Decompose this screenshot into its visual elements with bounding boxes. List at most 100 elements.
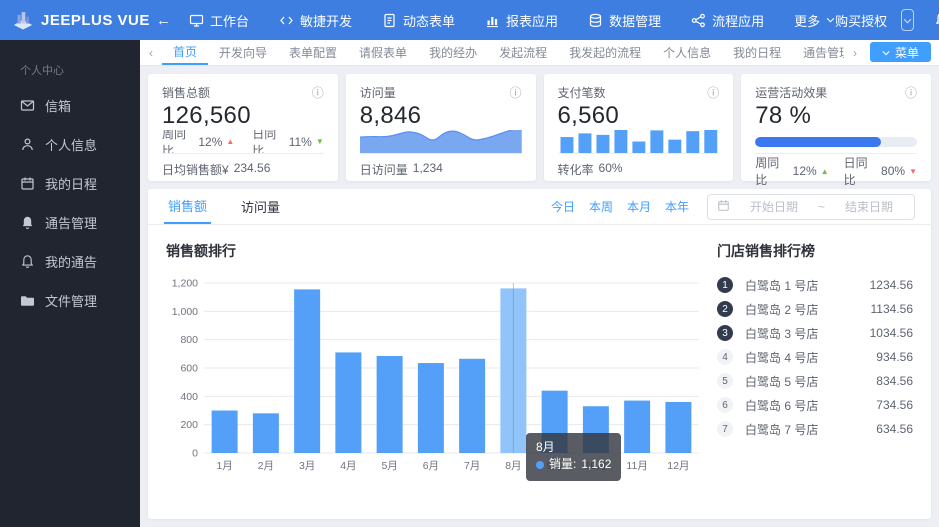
nav-item-label: 报表应用 (506, 11, 558, 30)
svg-text:9月: 9月 (546, 460, 562, 472)
rank-row: 1 白鹭岛 1 号店 1234.56 (717, 273, 913, 297)
store-name: 白鹭岛 7 号店 (745, 421, 818, 438)
day-trend: 日同比 11% ▼ (252, 130, 323, 153)
info-icon[interactable]: ⓘ (905, 84, 917, 101)
card-payments: 支付笔数 ⓘ 6,560 转化率 60% (544, 74, 734, 181)
nav-item-agile-dev[interactable]: 敏捷开发 (279, 11, 352, 30)
user-icon (20, 137, 35, 152)
tab-profile[interactable]: 个人信息 (652, 40, 722, 65)
link-today[interactable]: 今日 (551, 198, 575, 215)
sidebar-item-profile[interactable]: 个人信息 (0, 125, 140, 164)
tab-start-process[interactable]: 发起流程 (488, 40, 558, 65)
brand-title: JEEPLUS VUE (41, 12, 150, 29)
end-date-placeholder: 结束日期 (833, 198, 905, 215)
tab-schedule[interactable]: 我的日程 (722, 40, 792, 65)
tab-notice-management[interactable]: 通告管理 (792, 40, 844, 65)
info-icon[interactable]: ⓘ (509, 84, 521, 101)
sidebar-item-my-notices[interactable]: 我的通告 (0, 242, 140, 281)
nav-item-dynamic-form[interactable]: 动态表单 (382, 11, 455, 30)
tab-leave-form[interactable]: 请假表单 (348, 40, 418, 65)
store-name: 白鹭岛 5 号店 (745, 373, 818, 390)
rank-badge: 3 (717, 325, 733, 341)
svg-text:1月: 1月 (216, 460, 232, 472)
start-date-placeholder: 开始日期 (738, 198, 810, 215)
tab-my-processes[interactable]: 我发起的流程 (558, 40, 652, 65)
store-name: 白鹭岛 2 号店 (745, 301, 818, 318)
link-this-month[interactable]: 本月 (627, 198, 651, 215)
tab-dev-wizard[interactable]: 开发向导 (208, 40, 278, 65)
week-trend: 周同比 12% ▲ (755, 161, 828, 181)
link-this-year[interactable]: 本年 (665, 198, 689, 215)
menu-button[interactable]: 菜单 (870, 42, 931, 62)
rank-badge: 1 (717, 277, 733, 293)
notifications-button[interactable]: 1 (934, 11, 939, 30)
tab-my-tasks[interactable]: 我的经办 (418, 40, 488, 65)
nav-item-more[interactable]: 更多 (794, 11, 835, 30)
chart-title: 销售额排行 (166, 241, 705, 261)
nav-item-process-app[interactable]: 流程应用 (691, 11, 764, 30)
form-icon (382, 13, 397, 28)
report-icon (485, 13, 500, 28)
rank-badge: 7 (717, 421, 733, 437)
rank-badge: 4 (717, 349, 733, 365)
sidebar-item-schedule[interactable]: 我的日程 (0, 164, 140, 203)
tab-form-config[interactable]: 表单配置 (278, 40, 348, 65)
rank-row: 4 白鹭岛 4 号店 934.56 (717, 345, 913, 369)
svg-text:2月: 2月 (258, 460, 274, 472)
card-footer: 日访问量 1,234 (360, 154, 522, 181)
svg-text:400: 400 (180, 391, 198, 403)
buy-license-link[interactable]: 购买授权 (835, 11, 887, 30)
sidebar-item-file-management[interactable]: 文件管理 (0, 281, 140, 320)
tabs-scroll-left-icon[interactable]: ‹ (140, 40, 162, 65)
page-tabbar: ‹ 首页 开发向导 表单配置 请假表单 我的经办 发起流程 我发起的流程 个人信… (140, 40, 939, 66)
sales-panel: 销售额 访问量 今日 本周 本月 本年 开始日期 ~ (148, 189, 931, 519)
svg-text:7月: 7月 (464, 460, 480, 472)
store-name: 白鹭岛 1 号店 (745, 277, 818, 294)
payments-bar-chart (558, 130, 720, 153)
store-value: 634.56 (876, 422, 913, 436)
rank-row: 3 白鹭岛 3 号店 1034.56 (717, 321, 913, 345)
mail-icon (20, 98, 35, 113)
store-value: 1034.56 (870, 326, 913, 340)
panel-header: 销售额 访问量 今日 本周 本月 本年 开始日期 ~ (148, 189, 931, 225)
menu-button-label: 菜单 (895, 44, 919, 61)
link-this-week[interactable]: 本周 (589, 198, 613, 215)
card-total-sales: 销售总额 ⓘ 126,560 周同比 12% ▲ 日同比 (148, 74, 338, 181)
sidebar-item-mailbox[interactable]: 信箱 (0, 86, 140, 125)
store-value: 934.56 (876, 350, 913, 364)
monitor-icon (189, 13, 204, 28)
panel-toggle-button[interactable] (901, 9, 914, 31)
nav-item-workbench[interactable]: 工作台 (189, 11, 249, 30)
panel-tab-sales[interactable]: 销售额 (164, 189, 211, 224)
effect-progress-bar (755, 137, 917, 147)
quick-date-links: 今日 本周 本月 本年 (551, 189, 689, 224)
nav-item-report-app[interactable]: 报表应用 (485, 11, 558, 30)
nav-item-label: 更多 (794, 11, 820, 30)
svg-text:800: 800 (180, 334, 198, 346)
info-icon[interactable]: ⓘ (707, 84, 719, 101)
panel-tab-visits[interactable]: 访问量 (237, 189, 284, 224)
info-icon[interactable]: ⓘ (312, 84, 324, 101)
sidebar-item-label: 文件管理 (45, 291, 97, 310)
tab-home[interactable]: 首页 (162, 40, 208, 65)
rank-badge: 6 (717, 397, 733, 413)
card-title: 支付笔数 (558, 84, 606, 101)
rank-badge: 5 (717, 373, 733, 389)
sales-rank-bar-chart[interactable]: 02004006008001,0001,2001月2月3月4月5月6月7月8月9… (164, 267, 705, 481)
collapse-sidebar-arrow-icon[interactable]: ← (156, 12, 171, 29)
card-title: 销售总额 (162, 84, 210, 101)
tabs-scroll-right-icon[interactable]: › (844, 40, 866, 65)
store-name: 白鹭岛 6 号店 (745, 397, 818, 414)
store-name: 白鹭岛 3 号店 (745, 325, 818, 342)
sidebar: 个人中心 信箱 个人信息 我的日程 通告管理 我的通告 (0, 40, 140, 527)
rank-title: 门店销售排行榜 (717, 241, 913, 261)
nav-item-label: 敏捷开发 (300, 11, 352, 30)
folder-icon (20, 293, 35, 308)
nav-item-data-management[interactable]: 数据管理 (588, 11, 661, 30)
brand-logo[interactable]: JEEPLUS VUE (0, 8, 140, 33)
nav-menu: 工作台 敏捷开发 动态表单 报表应用 数据管理 流程应用 (189, 11, 835, 30)
bell-icon (20, 254, 35, 269)
date-range-input[interactable]: 开始日期 ~ 结束日期 (707, 194, 915, 220)
rank-row: 5 白鹭岛 5 号店 834.56 (717, 369, 913, 393)
sidebar-item-notice-management[interactable]: 通告管理 (0, 203, 140, 242)
